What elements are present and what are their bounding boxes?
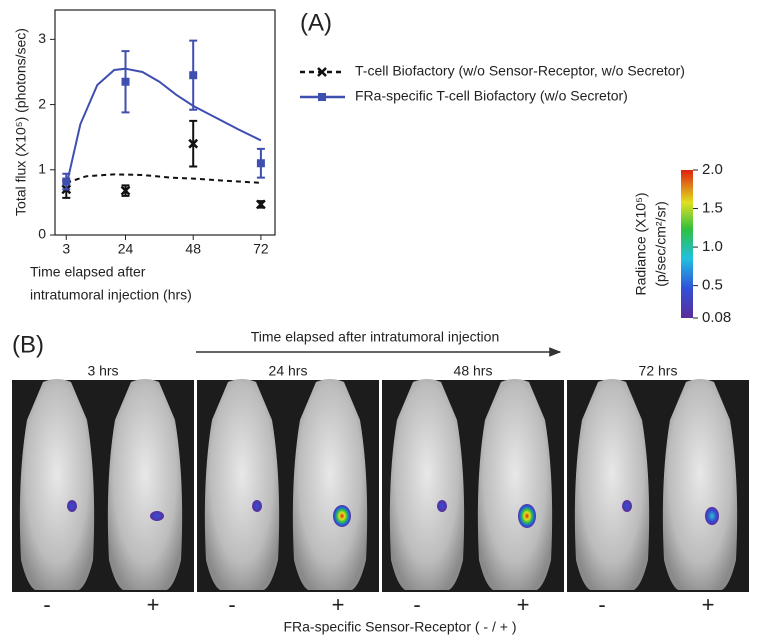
sign-label: + [147, 592, 160, 617]
y-tick-label: 0 [38, 226, 46, 242]
colorbar-label: Radiance (X10⁵) [633, 192, 649, 295]
y-tick-label: 1 [38, 160, 46, 176]
sign-label: - [413, 592, 420, 617]
spot [333, 505, 351, 527]
arrow-label: Time elapsed after intratumoral injectio… [251, 329, 500, 345]
mouse [389, 379, 465, 590]
data-point [62, 177, 71, 186]
legend-marker [317, 67, 327, 77]
colorbar-tick-label: 0.08 [702, 309, 731, 326]
data-point [256, 199, 266, 210]
timepoint-label: 72 hrs [639, 363, 678, 379]
timepoint-label: 24 hrs [269, 363, 308, 379]
legend-marker [318, 93, 326, 101]
sign-label: - [43, 592, 50, 617]
y-axis-label: Total flux (X10⁵) (photons/sec) [13, 28, 29, 216]
sign-label: - [598, 592, 605, 617]
mouse [107, 379, 183, 590]
x-axis-label: Time elapsed after [30, 264, 146, 280]
sign-label: + [702, 592, 715, 617]
mouse [574, 379, 650, 590]
spot [437, 500, 447, 512]
panel-label: (B) [12, 331, 44, 358]
colorbar-label: (p/sec/cm²/sr) [653, 201, 669, 287]
y-tick-label: 3 [38, 30, 46, 46]
data-point [120, 185, 131, 196]
mouse [662, 379, 738, 590]
footer-label: FRa-specific Sensor-Receptor ( - / + ) [283, 619, 516, 635]
x-tick-label: 72 [253, 241, 269, 257]
data-point [188, 138, 199, 149]
legend-label: T-cell Biofactory (w/o Sensor-Receptor, … [355, 63, 685, 79]
panel-label: (A) [300, 9, 332, 36]
timepoint-label: 3 hrs [87, 363, 118, 379]
x-tick-label: 48 [185, 241, 201, 257]
spot [67, 500, 77, 512]
fit-line [65, 173, 261, 184]
spot [252, 500, 262, 512]
sign-label: + [332, 592, 345, 617]
y-tick-label: 2 [38, 95, 46, 111]
colorbar-tick-label: 0.5 [702, 277, 723, 294]
colorbar-tick-label: 2.0 [702, 161, 723, 178]
mouse [477, 379, 553, 590]
x-tick-label: 3 [62, 241, 70, 257]
fit-line [65, 67, 262, 187]
data-point [256, 159, 265, 168]
colorbar-tick-label: 1.0 [702, 238, 723, 255]
colorbar [681, 170, 693, 318]
mouse [292, 379, 368, 590]
sign-label: - [228, 592, 235, 617]
legend-label: FRa-specific T-cell Biofactory (w/o Secr… [355, 88, 628, 104]
spot [622, 500, 632, 512]
data-point [121, 77, 130, 86]
mouse [19, 379, 95, 590]
colorbar-tick-label: 1.5 [702, 200, 723, 217]
data-point [189, 71, 198, 80]
x-tick-label: 24 [118, 241, 134, 257]
timepoint-label: 48 hrs [454, 363, 493, 379]
mouse [204, 379, 280, 590]
spot [518, 504, 536, 528]
image-panels: 3 hrs - +24 hrs - +48 hrs - +72 hrs - + [12, 363, 749, 617]
plot-frame [54, 9, 276, 236]
x-axis-label: intratumoral injection (hrs) [30, 287, 192, 303]
spot [150, 511, 164, 521]
sign-label: + [517, 592, 530, 617]
spot [705, 507, 719, 525]
